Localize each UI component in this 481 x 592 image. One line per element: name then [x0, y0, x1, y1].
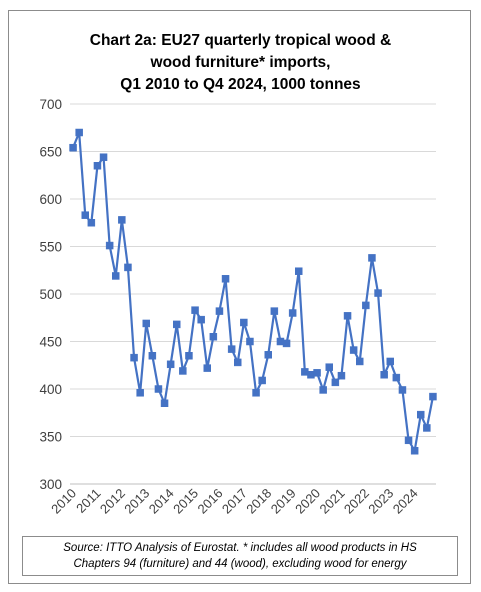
- data-point: [100, 154, 107, 161]
- data-point: [149, 352, 156, 359]
- y-tick-label: 650: [39, 145, 62, 160]
- data-point: [106, 242, 113, 249]
- x-tick-label: 2016: [195, 486, 226, 517]
- data-point: [161, 400, 168, 407]
- y-tick-label: 500: [39, 287, 62, 302]
- y-tick-label: 400: [39, 382, 62, 397]
- data-point: [216, 308, 223, 315]
- data-point: [143, 320, 150, 327]
- data-point: [326, 364, 333, 371]
- x-tick-label: 2020: [292, 486, 323, 517]
- data-point: [192, 307, 199, 314]
- data-point: [314, 369, 321, 376]
- data-point: [320, 386, 327, 393]
- source-note: Source: ITTO Analysis of Eurostat. * inc…: [22, 536, 458, 576]
- data-point: [399, 386, 406, 393]
- data-point: [295, 268, 302, 275]
- data-point: [88, 219, 95, 226]
- y-axis: 300 350 400 450 500 550 600 650 700: [39, 97, 62, 492]
- data-point: [356, 358, 363, 365]
- data-point: [283, 340, 290, 347]
- source-note-line-2: Chapters 94 (furniture) and 44 (wood), e…: [23, 556, 457, 572]
- data-point: [118, 216, 125, 223]
- data-point: [228, 346, 235, 353]
- data-point: [405, 437, 412, 444]
- data-point: [179, 367, 186, 374]
- data-point: [222, 275, 229, 282]
- data-point: [411, 447, 418, 454]
- data-point: [82, 212, 89, 219]
- data-point: [173, 321, 180, 328]
- data-point: [368, 254, 375, 261]
- data-point: [259, 377, 266, 384]
- x-tick-label: 2017: [219, 486, 250, 517]
- data-point: [253, 389, 260, 396]
- data-point: [375, 290, 382, 297]
- data-point: [265, 351, 272, 358]
- data-point: [350, 347, 357, 354]
- x-tick-label: 2011: [73, 486, 103, 516]
- data-point: [332, 379, 339, 386]
- data-point: [204, 365, 211, 372]
- data-point: [155, 386, 162, 393]
- x-tick-label: 2015: [170, 486, 201, 517]
- data-point: [423, 424, 430, 431]
- source-note-line-1: Source: ITTO Analysis of Eurostat. * inc…: [23, 540, 457, 556]
- y-tick-label: 300: [39, 477, 62, 492]
- data-point: [198, 316, 205, 323]
- series-imports: [70, 129, 437, 454]
- x-tick-label: 2024: [390, 486, 421, 517]
- data-point: [344, 312, 351, 319]
- x-tick-label: 2022: [341, 486, 372, 517]
- data-point: [94, 162, 101, 169]
- x-tick-label: 2018: [243, 486, 274, 517]
- data-point: [289, 310, 296, 317]
- y-tick-label: 550: [39, 240, 62, 255]
- x-tick-label: 2012: [97, 486, 128, 517]
- data-point: [393, 374, 400, 381]
- data-point: [124, 264, 131, 271]
- x-tick-label: 2013: [121, 486, 152, 517]
- data-point: [429, 393, 436, 400]
- data-point: [234, 359, 241, 366]
- x-tick-label: 2023: [365, 486, 396, 517]
- data-point: [137, 389, 144, 396]
- data-point: [246, 338, 253, 345]
- data-point: [271, 308, 278, 315]
- data-point: [417, 411, 424, 418]
- x-tick-label: 2014: [146, 486, 177, 517]
- x-tick-label: 2019: [268, 486, 299, 517]
- x-tick-label: 2021: [317, 486, 348, 517]
- data-point: [70, 144, 77, 151]
- data-point: [362, 302, 369, 309]
- data-point: [185, 352, 192, 359]
- y-tick-label: 450: [39, 335, 62, 350]
- data-point: [210, 333, 217, 340]
- data-point: [76, 129, 83, 136]
- data-point: [167, 361, 174, 368]
- data-point: [381, 371, 388, 378]
- data-point: [387, 358, 394, 365]
- y-tick-label: 600: [39, 192, 62, 207]
- x-axis: 2010201120122013201420152016201720182019…: [48, 484, 436, 517]
- data-point: [240, 319, 247, 326]
- data-point: [338, 372, 345, 379]
- y-tick-label: 700: [39, 97, 62, 112]
- y-tick-label: 350: [39, 430, 62, 445]
- data-point: [112, 272, 119, 279]
- data-point: [131, 354, 138, 361]
